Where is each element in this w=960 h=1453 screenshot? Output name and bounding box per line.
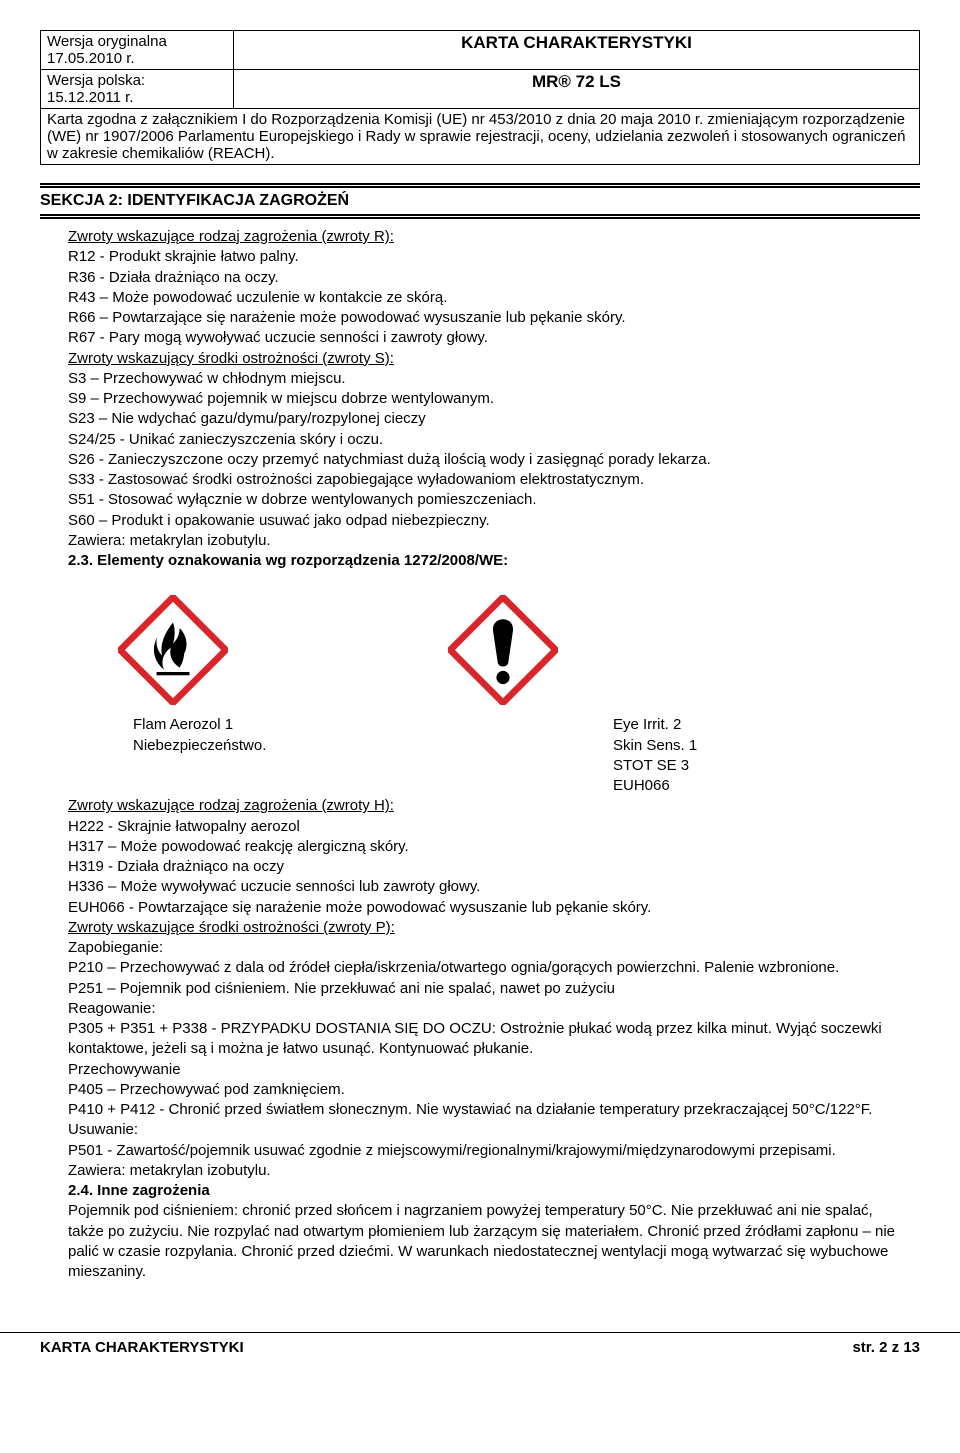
product-name: MR® 72 LS: [234, 70, 920, 109]
s23: S23 – Nie wdychać gazu/dymu/pary/rozpylo…: [68, 409, 910, 429]
version-pl-label: Wersja polska:: [47, 72, 145, 89]
h336: H336 – Może wywoływać uczucie senności l…: [68, 877, 910, 897]
version-orig-label: Wersja oryginalna: [47, 33, 167, 50]
contains-2: Zawiera: metakrylan izobutylu.: [68, 1161, 910, 1181]
r43: R43 – Może powodować uczulenie w kontakc…: [68, 288, 910, 308]
compliance-text: Karta zgodna z załącznikiem I do Rozporz…: [41, 109, 920, 165]
euh-label: EUH066: [613, 776, 697, 796]
version-original-cell: Wersja oryginalna 17.05.2010 r.: [41, 31, 234, 70]
r67: R67 - Pary mogą wywoływać uczucie sennoś…: [68, 328, 910, 348]
hazard-class-labels: Eye Irrit. 2 Skin Sens. 1 STOT SE 3 EUH0…: [613, 715, 697, 796]
document-title: KARTA CHARAKTERYSTYKI: [234, 31, 920, 70]
flame-pictogram-icon: [118, 595, 228, 705]
version-pl-date: 15.12.2011 r.: [47, 89, 133, 106]
footer-right: str. 2 z 13: [852, 1339, 920, 1356]
flam-labels: Flam Aerozol 1 Niebezpieczeństwo.: [133, 715, 433, 796]
response-label: Reagowanie:: [68, 999, 910, 1019]
s33: S33 - Zastosować środki ostrożności zapo…: [68, 470, 910, 490]
r36: R36 - Działa drażniąco na oczy.: [68, 268, 910, 288]
section-2-4-heading: 2.4. Inne zagrożenia: [68, 1181, 910, 1201]
p501: P501 - Zawartość/pojemnik usuwać zgodnie…: [68, 1141, 910, 1161]
r12: R12 - Produkt skrajnie łatwo palny.: [68, 247, 910, 267]
h-phrases-heading: Zwroty wskazujące rodzaj zagrożenia (zwr…: [68, 796, 910, 816]
contains-1: Zawiera: metakrylan izobutylu.: [68, 531, 910, 551]
storage-label: Przechowywanie: [68, 1060, 910, 1080]
p210: P210 – Przechowywać z dala od źródeł cie…: [68, 958, 910, 978]
s9: S9 – Przechowywać pojemnik w miejscu dob…: [68, 389, 910, 409]
page-footer: KARTA CHARAKTERYSTYKI str. 2 z 13: [0, 1332, 960, 1376]
s26: S26 - Zanieczyszczone oczy przemyć natyc…: [68, 450, 910, 470]
eye-irrit-label: Eye Irrit. 2: [613, 715, 697, 735]
s3: S3 – Przechowywać w chłodnym miejscu.: [68, 369, 910, 389]
euh066: EUH066 - Powtarzające się narażenie może…: [68, 898, 910, 918]
footer-left: KARTA CHARAKTERYSTYKI: [40, 1339, 244, 1356]
section-2-header: SEKCJA 2: IDENTYFIKACJA ZAGROŻEŃ: [40, 183, 920, 219]
flam-label-1: Flam Aerozol 1: [133, 715, 433, 735]
s51: S51 - Stosować wyłącznie w dobrze wentyl…: [68, 490, 910, 510]
exclamation-pictogram-icon: [448, 595, 558, 705]
r-phrases-heading: Zwroty wskazujące rodzaj zagrożenia (zwr…: [68, 227, 910, 247]
section-2-3-heading: 2.3. Elementy oznakowania wg rozporządze…: [68, 551, 910, 571]
flam-label-2: Niebezpieczeństwo.: [133, 736, 433, 756]
p410: P410 + P412 - Chronić przed światłem sło…: [68, 1100, 910, 1120]
r66: R66 – Powtarzające się narażenie może po…: [68, 308, 910, 328]
version-orig-date: 17.05.2010 r.: [47, 50, 135, 67]
skin-sens-label: Skin Sens. 1: [613, 736, 697, 756]
s60: S60 – Produkt i opakowanie usuwać jako o…: [68, 511, 910, 531]
p-phrases-heading: Zwroty wskazujące środki ostrożności (zw…: [68, 918, 910, 938]
document-header-table: Wersja oryginalna 17.05.2010 r. KARTA CH…: [40, 30, 920, 165]
h317: H317 – Może powodować reakcję alergiczną…: [68, 837, 910, 857]
version-polish-cell: Wersja polska: 15.12.2011 r.: [41, 70, 234, 109]
p305: P305 + P351 + P338 - PRZYPADKU DOSTANIA …: [68, 1019, 910, 1060]
disposal-label: Usuwanie:: [68, 1120, 910, 1140]
section-2-4-text: Pojemnik pod ciśnieniem: chronić przed s…: [68, 1201, 910, 1282]
stot-label: STOT SE 3: [613, 756, 697, 776]
section-2-content: Zwroty wskazujące rodzaj zagrożenia (zwr…: [40, 227, 920, 1282]
h319: H319 - Działa drażniąco na oczy: [68, 857, 910, 877]
p251: P251 – Pojemnik pod ciśnieniem. Nie prze…: [68, 979, 910, 999]
section-2-title: SEKCJA 2: IDENTYFIKACJA ZAGROŻEŃ: [40, 189, 920, 213]
prevention-label: Zapobieganie:: [68, 938, 910, 958]
s2425: S24/25 - Unikać zanieczyszczenia skóry i…: [68, 430, 910, 450]
s-phrases-heading: Zwroty wskazujący środki ostrożności (zw…: [68, 349, 910, 369]
p405: P405 – Przechowywać pod zamknięciem.: [68, 1080, 910, 1100]
h222: H222 - Skrajnie łatwopalny aerozol: [68, 817, 910, 837]
